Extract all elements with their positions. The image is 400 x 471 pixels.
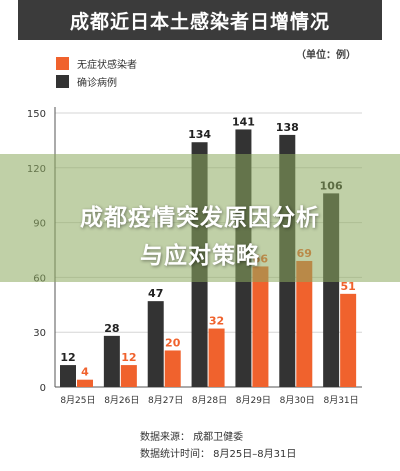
- bar-asymptomatic: [77, 379, 93, 387]
- data-label-confirmed: 138: [276, 121, 299, 134]
- bar-confirmed: [103, 335, 120, 387]
- x-tick-label: 8月28日: [192, 395, 227, 406]
- legend-label-asymptomatic: 无症状感染者: [77, 59, 137, 71]
- x-tick-label: 8月27日: [148, 395, 183, 406]
- legend-label-confirmed: 确诊病例: [77, 77, 117, 89]
- x-tick-label: 8月31日: [323, 395, 358, 406]
- data-period: 数据统计时间： 8月25日–8月31日: [140, 449, 297, 460]
- bar-asymptomatic: [164, 350, 181, 387]
- legend: 无症状感染者 确诊病例: [56, 54, 137, 90]
- data-label-confirmed: 134: [188, 128, 211, 141]
- bar-asymptomatic: [208, 328, 225, 387]
- data-label-confirmed: 28: [104, 322, 119, 335]
- data-label-confirmed: 12: [60, 351, 75, 364]
- unit-label: （单位：例）: [296, 50, 356, 61]
- data-label-asymptomatic: 4: [81, 366, 89, 379]
- data-label-asymptomatic: 51: [340, 280, 355, 293]
- bar-asymptomatic: [340, 293, 357, 387]
- data-label-asymptomatic: 32: [209, 315, 224, 328]
- legend-swatch-confirmed: [56, 74, 69, 88]
- bar-asymptomatic: [120, 365, 137, 387]
- chart-title: 成都近日本土感染者日增情况: [18, 0, 382, 40]
- data-source: 数据来源： 成都卫健委: [140, 432, 244, 443]
- data-label-confirmed: 47: [148, 287, 163, 300]
- x-tick-label: 8月26日: [104, 395, 139, 406]
- overlay-headline-line2: 与应对策略: [140, 243, 260, 269]
- legend-swatch-asymptomatic: [56, 56, 69, 70]
- overlay-headline-line1: 成都疫情突发原因分析: [80, 205, 320, 231]
- data-label-confirmed: 141: [232, 115, 255, 128]
- data-label-asymptomatic: 20: [165, 336, 181, 349]
- x-tick-label: 8月30日: [280, 395, 315, 406]
- bar-asymptomatic: [252, 266, 269, 387]
- bar-confirmed: [147, 301, 164, 387]
- x-tick-label: 8月25日: [60, 395, 95, 406]
- x-tick-label: 8月29日: [236, 395, 271, 406]
- y-tick-label: 30: [33, 328, 46, 339]
- data-label-asymptomatic: 12: [121, 351, 136, 364]
- legend-item-confirmed: 确诊病例: [56, 72, 137, 90]
- bar-asymptomatic: [296, 260, 313, 387]
- legend-item-asymptomatic: 无症状感染者: [56, 54, 137, 72]
- y-tick-label: 0: [40, 383, 46, 394]
- headline-overlay: 成都疫情突发原因分析 与应对策略: [0, 154, 400, 282]
- y-tick-label: 150: [27, 109, 46, 120]
- bar-confirmed: [60, 365, 76, 387]
